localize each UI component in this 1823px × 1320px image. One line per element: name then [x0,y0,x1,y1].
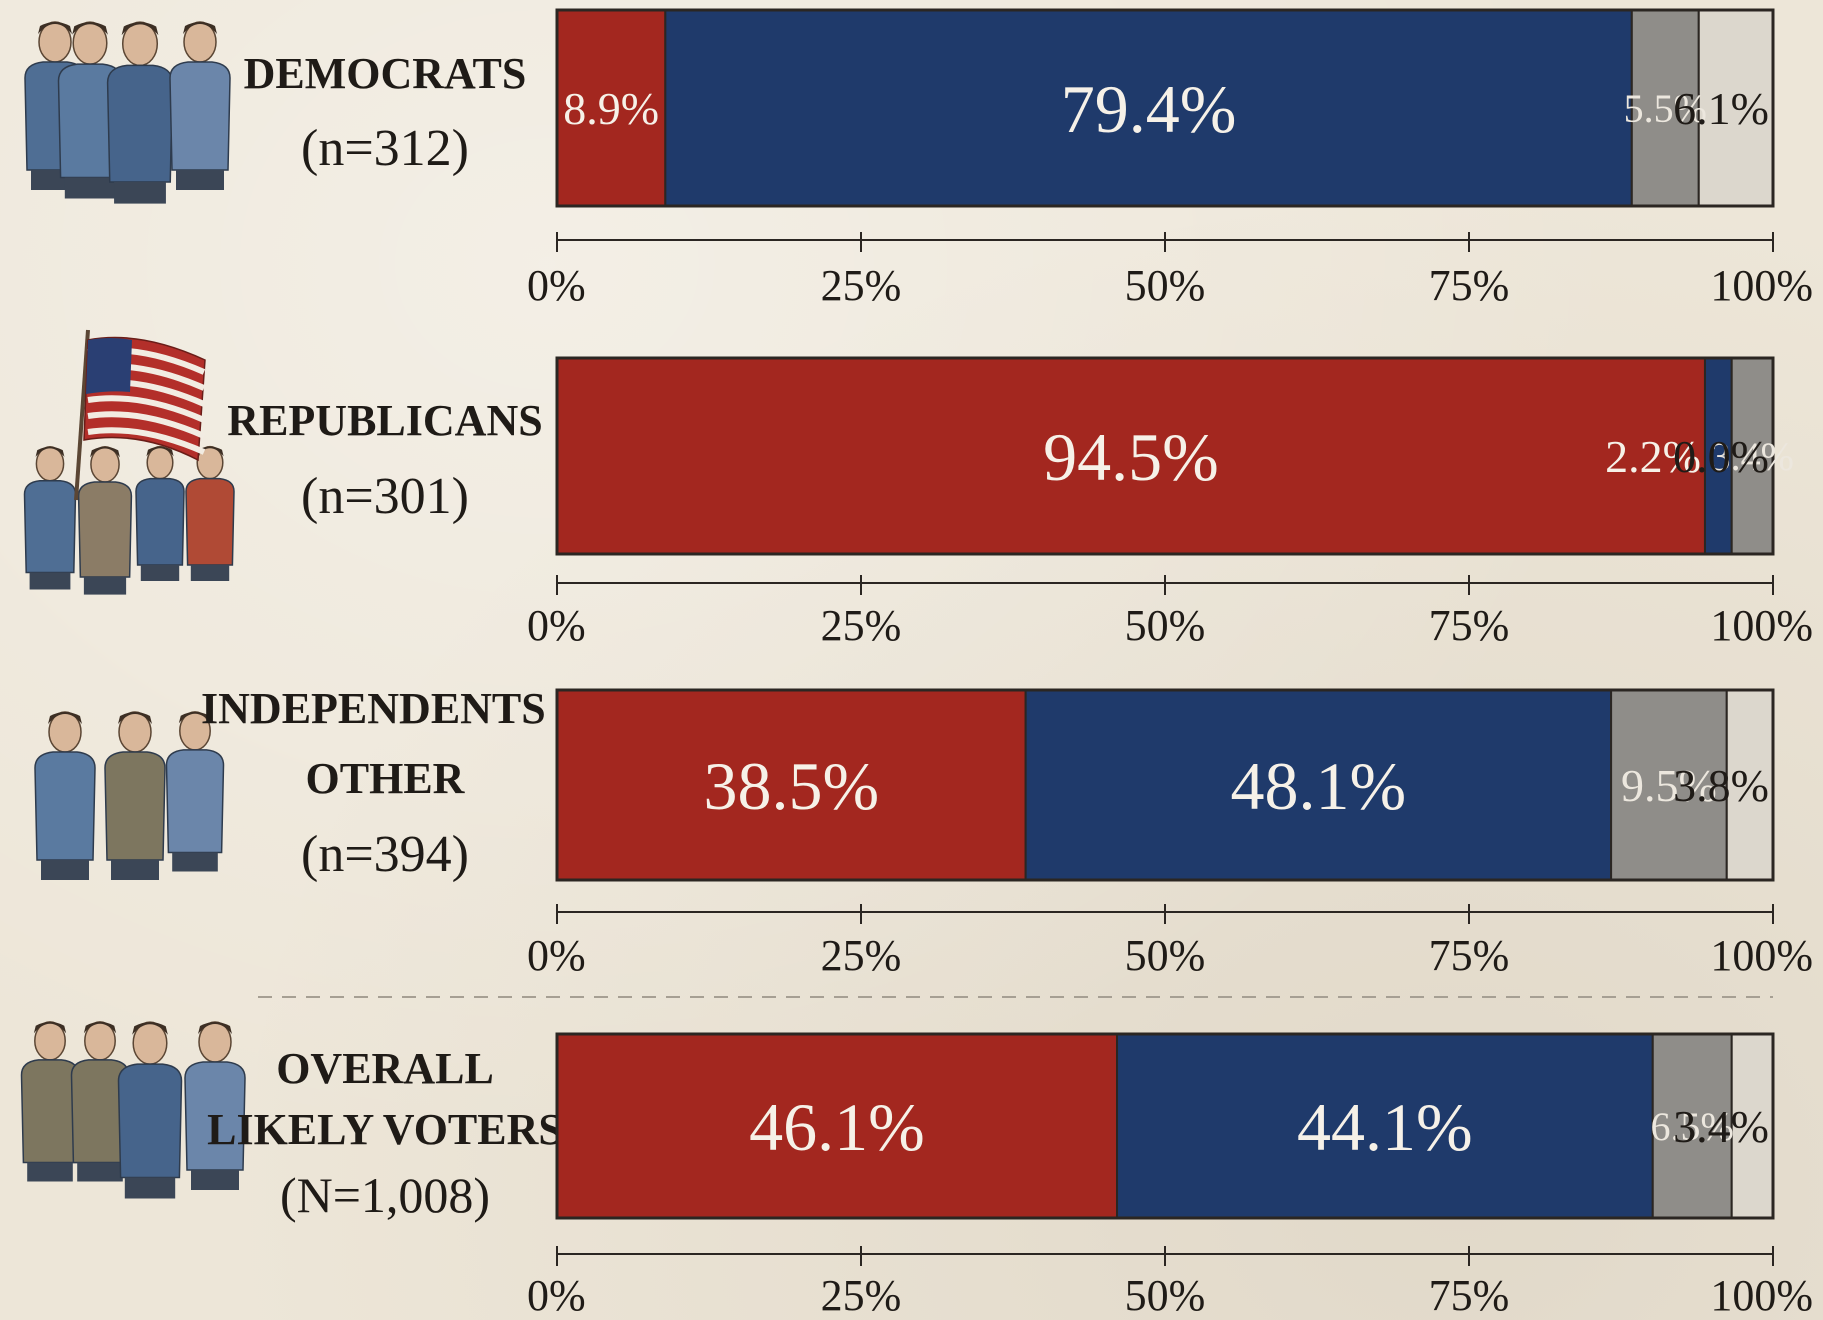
person-figure [77,446,133,595]
tick-label: 0% [527,931,586,980]
person-figure [34,711,96,880]
segment-value-label: 46.1% [749,1089,925,1165]
segment-value-label: 6.1% [1673,83,1769,134]
tick-label: 50% [1125,261,1206,310]
tick-label: 0% [527,261,586,310]
bar-outline [555,688,1775,882]
tick-label: 25% [821,931,902,980]
category-label: LIKELY VOTERS [207,1105,563,1154]
bar-segment [556,9,667,207]
segment-value-label: 6.5% [1651,1104,1734,1149]
bar-segment [1024,689,1613,881]
bar-segment [1651,1033,1733,1219]
person-figure [104,711,166,880]
bar-outline [555,356,1775,556]
category-label: DEMOCRATS [244,49,527,98]
segment-value-label: 8.9% [563,83,659,134]
bar-segment [556,357,1706,555]
x-axis: 0% 25% 50% 75% 100% [527,1246,1813,1320]
x-axis: 0% 25% 50% 75% 100% [527,904,1813,980]
tick-label: 100% [1710,931,1813,980]
tick-label: 100% [1710,261,1813,310]
tick-label: 0% [527,1271,586,1320]
stacked-bar [555,356,1775,556]
tick-label: 75% [1429,931,1510,980]
category-label: OVERALL [276,1044,494,1093]
bar-outline [555,8,1775,208]
category-sample-size: (n=312) [301,120,469,177]
person-figure [70,1021,130,1182]
person-figure [20,1021,80,1182]
category-sample-size: (n=394) [301,826,469,883]
segment-value-label: 38.5% [703,748,879,824]
bar-segment [1697,9,1775,207]
illustrations-layer [20,21,246,1199]
category-row: OVERALL LIKELY VOTERS (N=1,008) 46.1% 44.1% 6… [207,1032,1813,1320]
tick-label: 100% [1710,1271,1813,1320]
person-figure [185,445,235,581]
tick-label: 100% [1710,601,1813,650]
bar-segment [1630,9,1700,207]
category-row: REPUBLICANS (n=301) 94.5% 2.2% 3.4%0.0% 0% 25%… [227,356,1813,650]
person-figure [23,445,77,590]
segment-value-label: 0.0% [1673,431,1769,482]
category-label: OTHER [306,754,466,803]
segment-value-label: 2.2% [1605,431,1701,482]
group-illustration [34,711,225,880]
tick-label: 75% [1429,1271,1510,1320]
person-figure [135,445,185,581]
category-sample-size: (N=1,008) [280,1167,490,1223]
segment-value-label: 79.4% [1061,71,1237,147]
segment-value-label: 3.4% [1711,434,1794,479]
segment-value-label: 94.5% [1043,419,1219,495]
tick-label: 25% [821,601,902,650]
bar-segment [1116,1033,1654,1219]
category-sample-size: (n=301) [301,468,469,525]
category-row: INDEPENDENTS / OTHER (n=394) 38.5% 48.1% 9.5%… [201,684,1813,980]
tick-label: 0% [527,601,586,650]
bar-segment [556,689,1027,881]
x-axis: 0% 25% 50% 75% 100% [527,232,1813,310]
segment-value-label: 48.1% [1231,748,1407,824]
group-illustration [24,21,231,204]
person-figure [184,1021,246,1190]
stacked-bar [555,8,1775,208]
bar-segment [1610,689,1728,881]
person-figure [57,21,123,199]
person-figure [165,711,225,872]
tick-label: 25% [821,1271,902,1320]
segment-value-label: 44.1% [1297,1089,1473,1165]
tick-label: 75% [1429,261,1510,310]
segment-value-label: 5.5% [1624,86,1707,131]
bar-outline [555,1032,1775,1220]
tick-label: 50% [1125,1271,1206,1320]
group-illustration [23,445,235,595]
group-illustration [20,1021,246,1199]
tick-label: 25% [821,261,902,310]
tick-label: 75% [1429,601,1510,650]
category-label: REPUBLICANS [227,396,542,445]
segment-value-label: 9.5% [1621,760,1717,811]
person-figure [117,1021,183,1199]
x-axis: 0% 25% 50% 75% 100% [527,575,1813,650]
tick-label: 50% [1125,931,1206,980]
person-figure [106,21,174,204]
stacked-bar [555,688,1775,882]
bar-segment [556,1033,1119,1219]
stacked-bar [555,1032,1775,1220]
segment-value-label: 3.8% [1673,760,1769,811]
american-flag-icon [74,329,206,501]
category-row: DEMOCRATS (n=312) 8.9% 79.4% 5.5%6.1% 0% 25% 50… [244,8,1813,310]
category-label: INDEPENDENTS / [201,684,570,733]
segment-value-label: 3.4% [1673,1101,1769,1152]
rows-layer: DEMOCRATS (n=312) 8.9% 79.4% 5.5%6.1% 0% 25% 50… [201,8,1813,1320]
tick-label: 50% [1125,601,1206,650]
person-figure [169,21,231,190]
